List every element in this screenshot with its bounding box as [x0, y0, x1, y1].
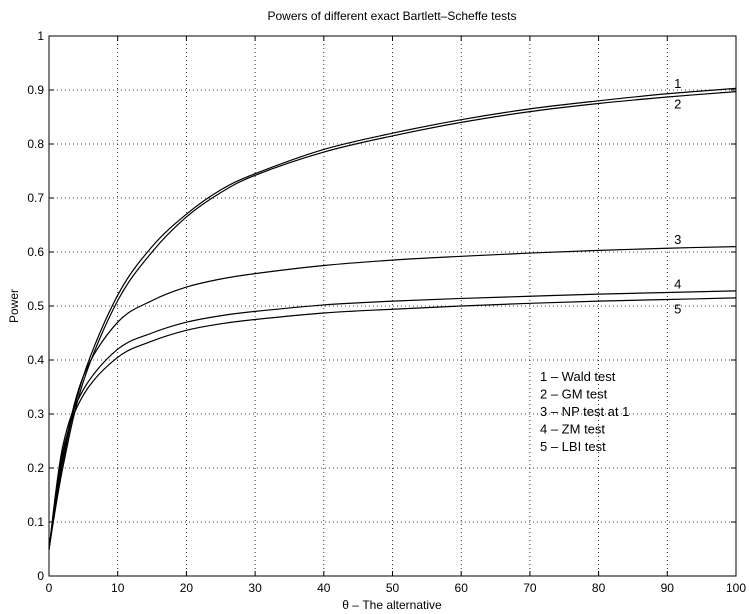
- curve-labels: 1 2 3 4 5: [674, 76, 681, 316]
- series-line-3: [48, 246, 737, 550]
- legend-entry-2: 2 – GM test: [540, 387, 608, 402]
- curve-label-5: 5: [674, 301, 681, 316]
- legend-entry-5: 5 – LBI test: [540, 439, 606, 454]
- x-tick-label: 80: [592, 581, 606, 595]
- y-tick-label: 1: [37, 29, 44, 43]
- y-axis-label: Power: [7, 289, 21, 323]
- legend: 1 – Wald test 2 – GM test 3 – NP test at 1…: [540, 369, 629, 454]
- x-tick-label: 90: [661, 581, 675, 595]
- x-axis-ticks: 0 10 20 30 40 50 60 70 80 90 100: [46, 36, 746, 595]
- y-tick-label: 0: [37, 569, 44, 583]
- series-lines: [48, 87, 737, 550]
- curve-label-3: 3: [674, 232, 681, 247]
- x-tick-label: 60: [455, 581, 469, 595]
- x-tick-label: 30: [248, 581, 262, 595]
- series-line-1: [48, 87, 737, 550]
- legend-entry-4: 4 – ZM test: [540, 422, 605, 437]
- series-line-4: [48, 290, 737, 550]
- y-tick-label: 0.5: [27, 299, 44, 313]
- y-tick-label: 0.7: [27, 191, 44, 205]
- grid-lines: [49, 36, 736, 576]
- x-axis-label: θ – The alternative: [342, 598, 442, 612]
- legend-entry-3: 3 – NP test at 1: [540, 404, 629, 419]
- x-tick-label: 50: [386, 581, 400, 595]
- x-tick-label: 100: [726, 581, 746, 595]
- legend-entry-1: 1 – Wald test: [540, 369, 616, 384]
- series-line-2: [48, 91, 737, 550]
- curve-label-4: 4: [674, 276, 681, 291]
- curve-label-2: 2: [674, 96, 681, 111]
- y-tick-label: 0.2: [27, 461, 44, 475]
- y-tick-label: 0.9: [27, 83, 44, 97]
- y-axis-ticks: 0 0.1 0.2 0.3 0.4 0.5 0.6 0.7 0.8 0.9 1: [27, 29, 736, 583]
- y-tick-label: 0.4: [27, 353, 44, 367]
- chart-title: Powers of different exact Bartlett–Schef…: [267, 9, 516, 23]
- series-line-5: [48, 297, 737, 550]
- x-tick-label: 70: [523, 581, 537, 595]
- x-tick-label: 20: [180, 581, 194, 595]
- plot-frame: [48, 35, 737, 577]
- x-tick-label: 10: [111, 581, 125, 595]
- y-tick-label: 0.1: [27, 515, 44, 529]
- y-tick-label: 0.6: [27, 245, 44, 259]
- x-tick-label: 0: [46, 581, 53, 595]
- x-tick-label: 40: [317, 581, 331, 595]
- curve-label-1: 1: [674, 76, 681, 91]
- y-tick-label: 0.8: [27, 137, 44, 151]
- y-tick-label: 0.3: [27, 407, 44, 421]
